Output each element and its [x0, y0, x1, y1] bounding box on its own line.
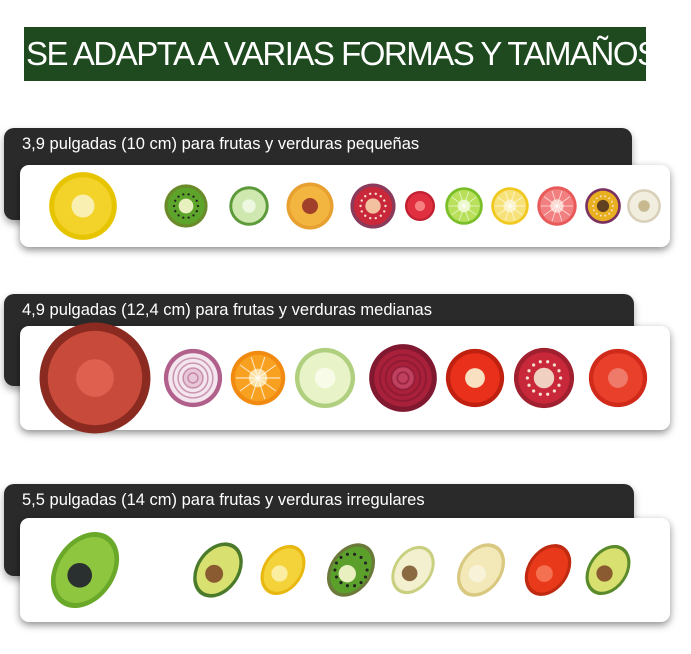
- beet-slice-icon: [369, 344, 437, 412]
- strawberry-icon: [404, 190, 436, 222]
- fig-half-icon: [350, 183, 396, 229]
- pear-slice-icon: [391, 545, 435, 595]
- lime-slice-icon: [445, 187, 483, 225]
- pear-half-icon: [456, 543, 506, 597]
- red-pepper-slice-icon: [445, 348, 505, 408]
- grapefruit-slice-icon: [537, 186, 577, 226]
- lemon-hugger-icon: [49, 172, 117, 240]
- avocado-hugger-icon: [50, 532, 120, 608]
- apple-slice-icon: [294, 347, 356, 409]
- kiwi-half-icon: [326, 543, 376, 597]
- avocado-half-icon: [193, 542, 243, 598]
- red-pepper-half-icon: [524, 544, 572, 596]
- passion-fruit-icon: [585, 188, 621, 224]
- size-label-text: 4,9 pulgadas (12,4 cm) para frutas y ver…: [22, 301, 432, 319]
- lemon-slice-icon: [491, 187, 529, 225]
- size-label-text: 3,9 pulgadas (10 cm) para frutas y verdu…: [22, 135, 420, 153]
- red-onion-slice-icon: [163, 348, 223, 408]
- pomegranate-icon: [513, 347, 575, 409]
- size-label-text: 5,5 pulgadas (14 cm) para frutas y verdu…: [22, 491, 425, 509]
- kiwi-slice-icon: [164, 184, 208, 228]
- avocado-slice-icon: [585, 544, 631, 596]
- onion-tomato-hugger-icon: [39, 322, 151, 434]
- orange-slice-icon: [230, 350, 286, 406]
- peach-half-icon: [286, 182, 334, 230]
- lemon-wedge-icon: [260, 544, 306, 596]
- garlic-icon: [627, 189, 661, 223]
- tomato-half-icon: [588, 348, 648, 408]
- page-title: SE ADAPTA A VARIAS FORMAS Y TAMAÑOS: [24, 27, 659, 81]
- cucumber-slice-icon: [229, 186, 269, 226]
